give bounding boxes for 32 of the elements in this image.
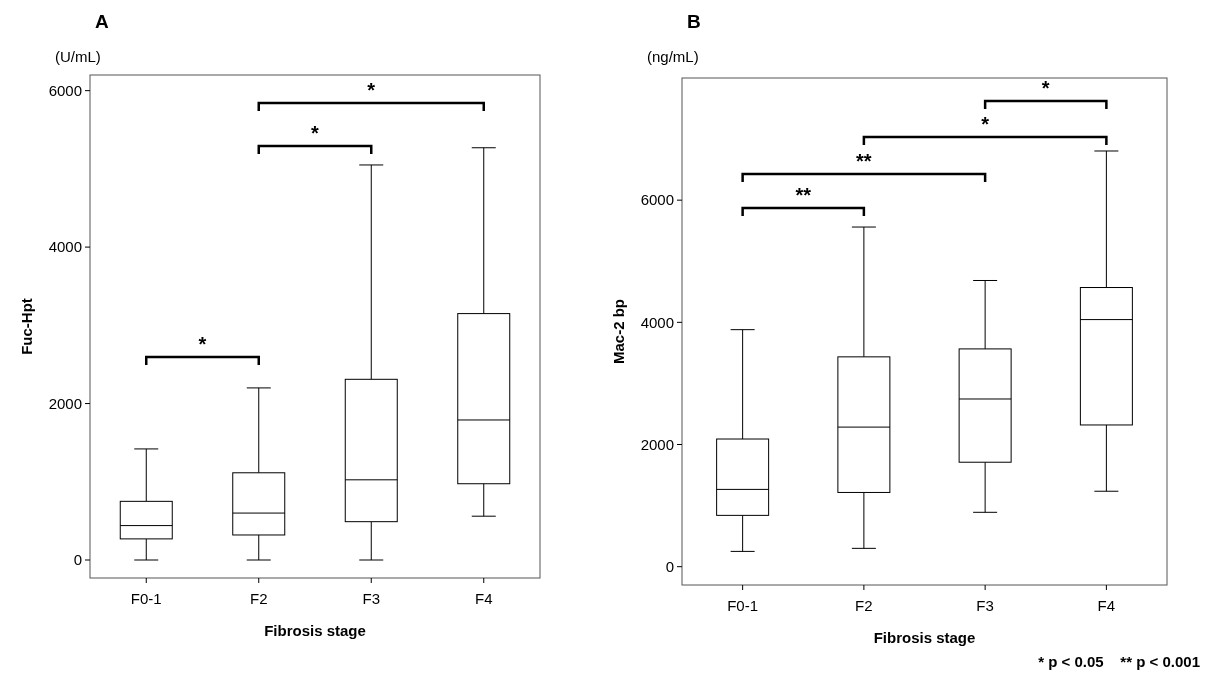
annotation: * — [981, 113, 990, 135]
text: * p < 0.05 ** p < 0.001 — [1038, 653, 1200, 670]
x-tick-label: F4 — [1097, 597, 1116, 614]
y-tick-label: 0 — [665, 557, 674, 575]
text: (U/mL) — [55, 48, 101, 65]
x-tick-label: F4 — [474, 590, 493, 607]
x-tick-label: F2 — [855, 597, 873, 614]
chart-title: B — [687, 11, 701, 32]
text: (ng/mL) — [647, 48, 699, 65]
x-tick-label: F2 — [249, 590, 268, 607]
x-tick-label: F3 — [976, 597, 994, 614]
x-axis-title: Fibrosis stage — [873, 629, 976, 646]
annotation: * — [311, 122, 320, 144]
y-tick-label: 6000 — [48, 81, 82, 99]
annotation: * — [367, 79, 376, 101]
annotation: ** — [856, 150, 872, 172]
y-tick-label: 0 — [73, 551, 82, 569]
chart-title: A — [95, 11, 109, 32]
x-tick-label: F3 — [362, 590, 381, 607]
x-axis-title: Fibrosis stage — [264, 622, 366, 639]
y-tick-label: 2000 — [48, 394, 82, 412]
annotation: ** — [795, 184, 812, 206]
y-axis-title: Mac-2 bp — [610, 298, 627, 365]
x-tick-label: F0-1 — [727, 597, 759, 614]
y-tick-label: 2000 — [640, 435, 674, 453]
y-axis-title: Fuc-Hpt — [18, 298, 35, 355]
annotation: * — [1041, 77, 1050, 99]
y-tick-label: 6000 — [640, 191, 674, 209]
y-tick-label: 4000 — [640, 313, 674, 331]
annotation: * — [198, 333, 207, 355]
y-tick-label: 4000 — [48, 238, 82, 256]
x-tick-label: F0-1 — [130, 590, 162, 607]
